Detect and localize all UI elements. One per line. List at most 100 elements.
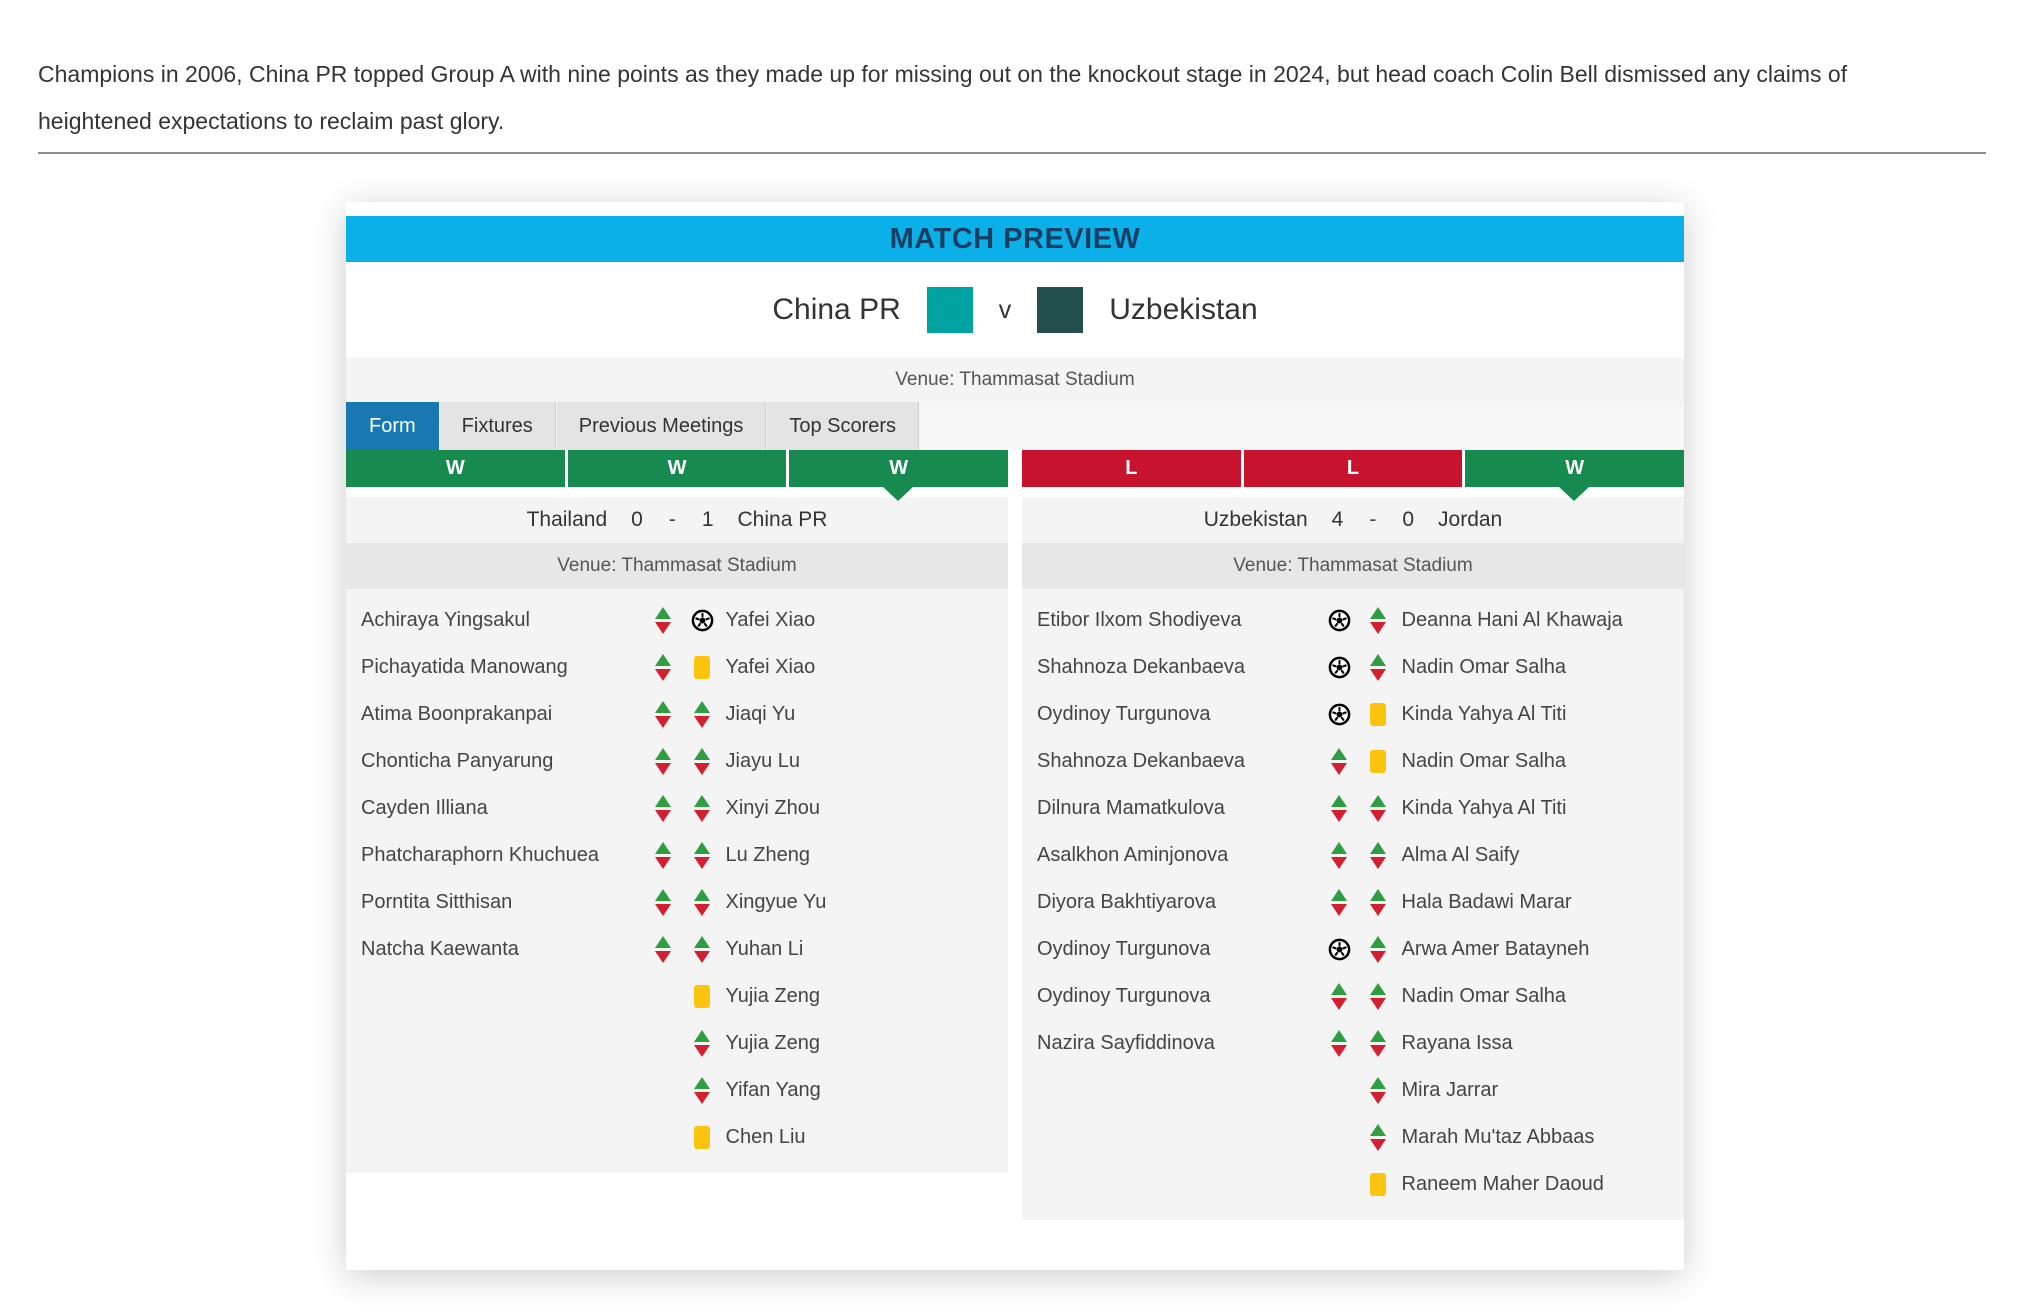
away-panel-player-rows: Etibor Ilxom Shodiyeva Deanna Hani Al Kha… — [1022, 589, 1684, 1208]
player-event-row: Marah Mu'taz Abbaas — [1022, 1114, 1684, 1161]
away-team-swatch — [1037, 287, 1084, 333]
form-result-segment-2[interactable]: L — [1243, 450, 1463, 487]
substitution-arrows-icon — [1370, 654, 1386, 681]
match-preview-widget: MATCH PREVIEW China PR v Uzbekistan Venu… — [346, 202, 1685, 1270]
event-icon-slot — [683, 842, 722, 869]
substitution-arrows-icon — [694, 1030, 710, 1057]
sub-on-arrow-icon — [1331, 889, 1347, 901]
form-result-segment-2[interactable]: W — [567, 450, 787, 487]
left-player-name: Shahnoza Dekanbaeva — [1037, 656, 1245, 678]
right-player-name: Jiayu Lu — [725, 750, 801, 772]
tab-bar: Form Fixtures Previous Meetings Top Scorers — [346, 402, 1684, 450]
sub-on-arrow-icon — [655, 701, 671, 713]
left-player-name: Achiraya Yingsakul — [361, 609, 530, 631]
sub-on-arrow-icon — [1370, 983, 1386, 995]
event-icon-slot — [1320, 656, 1359, 679]
form-result-segment-1[interactable]: W — [346, 450, 565, 487]
left-player-name: Phatcharaphorn Khuchuea — [361, 844, 599, 866]
sub-on-arrow-icon — [694, 936, 710, 948]
left-player-name: Shahnoza Dekanbaeva — [1037, 750, 1245, 772]
sub-off-arrow-icon — [1331, 763, 1347, 775]
player-event-row: Oydinoy Turgunova Arwa Amer Batayneh — [1022, 926, 1684, 973]
right-player-name: Xingyue Yu — [725, 891, 827, 913]
left-player-name: Oydinoy Turgunova — [1037, 985, 1211, 1007]
substitution-arrows-icon — [1331, 983, 1347, 1010]
player-event-row: Chen Liu — [346, 1114, 1008, 1161]
substitution-arrows-icon — [655, 889, 671, 916]
sub-off-arrow-icon — [655, 857, 671, 869]
event-icon-slot — [1320, 842, 1359, 869]
selected-match-caret — [1558, 487, 1589, 501]
event-icon-slot — [1359, 983, 1398, 1010]
right-player-name: Marah Mu'taz Abbaas — [1401, 1126, 1595, 1148]
event-icon-slot — [683, 1077, 722, 1104]
yellow-card-icon — [694, 985, 710, 1008]
player-event-row: Yujia Zeng — [346, 973, 1008, 1020]
event-icon-slot — [683, 936, 722, 963]
event-icon-slot — [644, 607, 683, 634]
sub-off-arrow-icon — [655, 904, 671, 916]
event-icon-slot — [1359, 750, 1398, 773]
event-icon-slot — [1359, 842, 1398, 869]
event-icon-slot — [683, 701, 722, 728]
right-player-name: Rayana Issa — [1401, 1032, 1513, 1054]
event-icon-slot — [1359, 703, 1398, 726]
sub-off-arrow-icon — [1331, 857, 1347, 869]
player-event-row: Achiraya Yingsakul Yafei Xiao — [346, 597, 1008, 644]
substitution-arrows-icon — [694, 795, 710, 822]
away-last-match-result: Uzbekistan 4 - 0 Jordan — [1022, 497, 1684, 543]
soccer-ball-icon — [1328, 609, 1351, 632]
result-away-team: Jordan — [1438, 508, 1503, 531]
left-player-name: Pichayatida Manowang — [361, 656, 568, 678]
player-event-row: Shahnoza Dekanbaeva Nadin Omar Salha — [1022, 738, 1684, 785]
event-icon-slot — [683, 985, 722, 1008]
substitution-arrows-icon — [1370, 889, 1386, 916]
player-event-row: Atima Boonprakanpai Jiaqi Yu — [346, 691, 1008, 738]
substitution-arrows-icon — [655, 936, 671, 963]
form-result-segment-3[interactable]: W — [789, 450, 1009, 487]
event-icon-slot — [1359, 889, 1398, 916]
event-icon-slot — [644, 654, 683, 681]
sub-off-arrow-icon — [1331, 998, 1347, 1010]
away-team-name: Uzbekistan — [1109, 293, 1258, 326]
sub-off-arrow-icon — [1331, 904, 1347, 916]
form-result-segment-1[interactable]: L — [1022, 450, 1241, 487]
left-player-name: Chonticha Panyarung — [361, 750, 554, 772]
left-player-name: Etibor Ilxom Shodiyeva — [1037, 609, 1242, 631]
player-event-row: Dilnura Mamatkulova Kinda Yahya Al Titi — [1022, 785, 1684, 832]
right-player-name: Raneem Maher Daoud — [1401, 1173, 1604, 1195]
yellow-card-icon — [694, 656, 710, 679]
form-result-segment-3[interactable]: W — [1465, 450, 1685, 487]
event-icon-slot — [644, 795, 683, 822]
player-event-row: Nazira Sayfiddinova Rayana Issa — [1022, 1020, 1684, 1067]
sub-on-arrow-icon — [1331, 795, 1347, 807]
sub-off-arrow-icon — [655, 716, 671, 728]
event-icon-slot — [644, 701, 683, 728]
event-icon-slot — [1320, 609, 1359, 632]
player-event-row: Oydinoy Turgunova Nadin Omar Salha — [1022, 973, 1684, 1020]
sub-on-arrow-icon — [1370, 936, 1386, 948]
left-player-name: Asalkhon Aminjonova — [1037, 844, 1229, 866]
sub-off-arrow-icon — [655, 951, 671, 963]
tab-form[interactable]: Form — [346, 402, 439, 450]
teams-row: China PR v Uzbekistan — [346, 262, 1684, 358]
player-event-row: Yujia Zeng — [346, 1020, 1008, 1067]
right-player-name: Hala Badawi Marar — [1401, 891, 1572, 913]
event-icon-slot — [1359, 795, 1398, 822]
player-event-row: Mira Jarrar — [1022, 1067, 1684, 1114]
substitution-arrows-icon — [1370, 795, 1386, 822]
home-panel-venue: Venue: Thammasat Stadium — [346, 543, 1008, 589]
tab-fixtures[interactable]: Fixtures — [438, 402, 556, 450]
sub-on-arrow-icon — [1331, 1030, 1347, 1042]
tab-previous-meetings[interactable]: Previous Meetings — [555, 402, 767, 450]
substitution-arrows-icon — [1370, 936, 1386, 963]
tab-top-scorers[interactable]: Top Scorers — [766, 402, 920, 450]
sub-on-arrow-icon — [694, 748, 710, 760]
substitution-arrows-icon — [1331, 889, 1347, 916]
sub-off-arrow-icon — [1370, 622, 1386, 634]
